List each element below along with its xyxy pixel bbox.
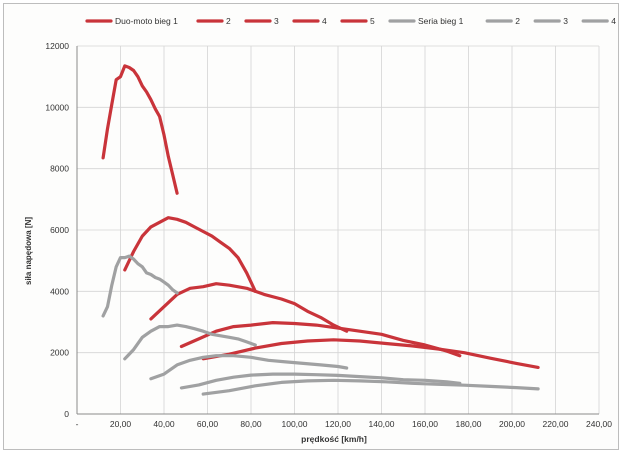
legend-label: 2 xyxy=(226,16,231,26)
series-line-7 xyxy=(123,323,257,361)
series-line-8 xyxy=(149,354,349,381)
grid-lines xyxy=(76,45,600,415)
x-tick-label: 160,00 xyxy=(412,419,438,429)
legend-item-2: 2 xyxy=(196,16,231,26)
series-line-6 xyxy=(101,254,179,318)
legend-label: Duo-moto bieg 1 xyxy=(115,16,178,26)
x-tick-label: 80,00 xyxy=(240,419,262,429)
legend-label: 2 xyxy=(515,16,520,26)
x-tick-label: 20,00 xyxy=(110,419,132,429)
series-line-3 xyxy=(149,282,349,333)
legend-item-8: 3 xyxy=(533,16,568,26)
legend-label: 5 xyxy=(370,16,375,26)
legend-item-3: 3 xyxy=(244,16,279,26)
legend-item-4: 4 xyxy=(292,16,327,26)
series-line-4 xyxy=(179,321,462,358)
series-line-9 xyxy=(179,372,462,390)
y-axis-label: siła napędowa [N] xyxy=(24,217,33,285)
x-tick-label: 220,00 xyxy=(543,419,569,429)
series-line-1 xyxy=(101,64,179,195)
legend-label: 4 xyxy=(322,16,327,26)
x-tick-label: - xyxy=(76,419,79,429)
y-tick-label: 6000 xyxy=(50,225,69,235)
series-line-5 xyxy=(201,338,540,369)
axes: - 20,00 40,00 60,00 80,00 100,00 120,00 140,00 1… xyxy=(45,41,612,429)
y-tick-label: 0 xyxy=(64,409,69,419)
legend-label: 3 xyxy=(274,16,279,26)
x-axis-label: prędkość [km/h] xyxy=(301,434,367,444)
x-tick-label: 180,00 xyxy=(456,419,482,429)
legend-label: 3 xyxy=(563,16,568,26)
x-tick-label: 140,00 xyxy=(369,419,395,429)
legend-label: 4 xyxy=(611,16,616,26)
x-tick-label: 60,00 xyxy=(197,419,219,429)
legend-item-5: 5 xyxy=(340,16,375,26)
legend-item-7: 2 xyxy=(485,16,520,26)
legend-item-6: Seria bieg 1 xyxy=(388,16,464,26)
series-line-2 xyxy=(123,216,257,293)
series-lines xyxy=(101,64,540,396)
chart-frame: - 20,00 40,00 60,00 80,00 100,00 120,00 140,00 1… xyxy=(3,3,619,450)
y-tick-label: 2000 xyxy=(50,348,69,358)
y-tick-label: 8000 xyxy=(50,164,69,174)
x-tick-label: 200,00 xyxy=(499,419,525,429)
x-tick-label: 40,00 xyxy=(153,419,175,429)
line-chart: - 20,00 40,00 60,00 80,00 100,00 120,00 140,00 1… xyxy=(24,16,616,444)
legend-label: Seria bieg 1 xyxy=(418,16,464,26)
series-line-10 xyxy=(201,378,540,396)
x-tick-label: 120,00 xyxy=(325,419,351,429)
y-tick-label: 4000 xyxy=(50,286,69,296)
y-tick-label: 12000 xyxy=(45,41,69,51)
y-tick-label: 10000 xyxy=(45,102,69,112)
legend-item-9: 4 xyxy=(581,16,616,26)
legend-item-1: Duo-moto bieg 1 xyxy=(85,16,178,26)
x-tick-label: 240,00 xyxy=(586,419,612,429)
x-tick-label: 100,00 xyxy=(282,419,308,429)
